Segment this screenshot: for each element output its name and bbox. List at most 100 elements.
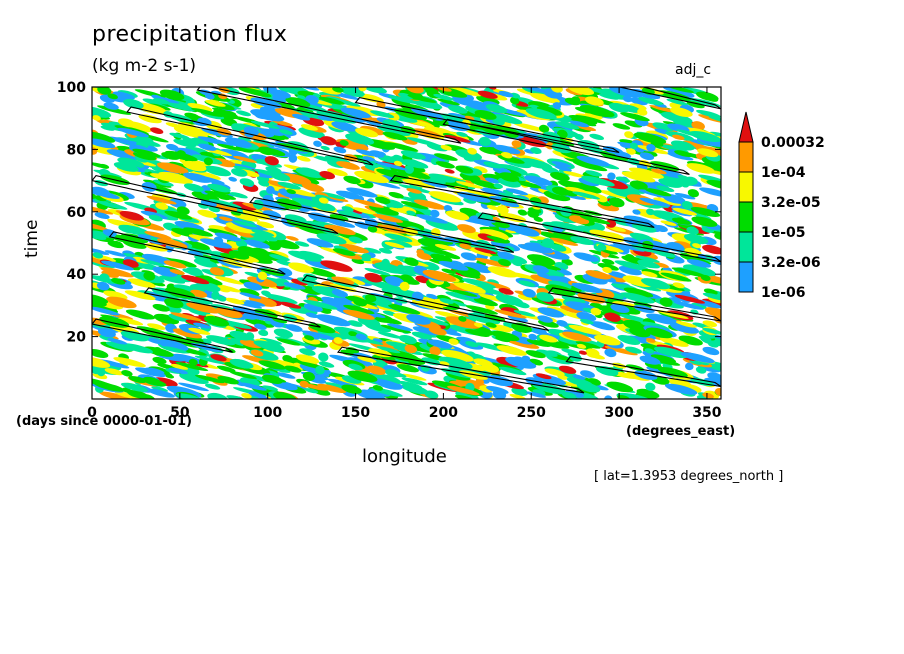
field-patch [500, 152, 513, 159]
field-patch [181, 275, 210, 285]
field-patch [97, 87, 112, 95]
field-patch [128, 375, 147, 384]
field-patch [371, 281, 403, 292]
field-patch [273, 328, 293, 339]
field-patch [401, 377, 428, 386]
field-patch [585, 96, 604, 106]
field-patch [479, 228, 509, 241]
field-patch [283, 87, 298, 93]
field-patch [348, 236, 363, 244]
field-patch [672, 282, 685, 289]
contour-line-11 [565, 356, 721, 388]
contour-line-4 [196, 87, 462, 144]
field-patch [477, 90, 498, 99]
field-patch [470, 179, 502, 190]
field-patch [367, 388, 391, 397]
field-patch [92, 193, 97, 199]
field-patch [117, 317, 144, 326]
field-patch [402, 373, 427, 381]
field-patch [143, 376, 161, 384]
field-patch [682, 264, 716, 277]
field-patch [474, 322, 483, 328]
field-patch [585, 170, 603, 177]
field-patch [619, 314, 650, 323]
field-patch [440, 144, 452, 151]
field-patch [637, 108, 648, 116]
field-patch [127, 278, 156, 288]
field-patch [331, 121, 358, 132]
field-patch [107, 338, 128, 345]
field-patch [406, 314, 431, 325]
field-patch [422, 269, 457, 282]
field-patch [317, 87, 342, 95]
field-patch [121, 233, 149, 244]
field-patch [261, 374, 283, 384]
field-patch [604, 312, 621, 322]
field-patch [168, 313, 191, 322]
field-patch [696, 109, 721, 118]
field-patch [562, 331, 592, 342]
field-patch [554, 165, 572, 172]
field-patch [106, 149, 141, 161]
field-patch [671, 267, 707, 278]
field-patch [528, 333, 538, 341]
field-patch [696, 91, 719, 102]
field-patch [706, 179, 721, 190]
field-patch [99, 273, 110, 282]
field-patch [572, 374, 586, 380]
field-patch [551, 161, 572, 168]
field-patch [428, 173, 456, 183]
field-patch [233, 220, 258, 228]
field-patch [524, 242, 554, 254]
field-patch [474, 109, 497, 120]
field-patch [598, 93, 619, 100]
field-patch [216, 194, 231, 201]
field-patch [298, 306, 318, 315]
field-patch [341, 375, 362, 384]
field-patch [576, 312, 597, 322]
field-patch [393, 160, 403, 167]
field-patch [526, 339, 551, 347]
field-patch [645, 327, 673, 339]
field-patch [312, 155, 336, 163]
field-patch [601, 258, 615, 265]
field-patch [364, 322, 392, 333]
field-patch [221, 378, 240, 384]
field-patch [458, 315, 467, 322]
field-patch [628, 167, 664, 179]
field-patch [639, 355, 661, 365]
field-patch [685, 362, 694, 371]
field-patch [163, 260, 187, 269]
field-patch [387, 323, 413, 331]
field-patch [199, 238, 233, 249]
x-tick-label-350: 350 [692, 405, 721, 421]
field-patch [303, 299, 338, 310]
field-patch [117, 127, 149, 138]
field-patch [333, 146, 347, 154]
field-patch [646, 313, 679, 325]
field-patch [215, 307, 243, 319]
field-patch [248, 391, 283, 399]
field-patch [697, 148, 719, 158]
field-patch [497, 251, 515, 260]
field-patch [438, 356, 473, 369]
field-patch [575, 341, 601, 349]
field-patch [654, 250, 676, 258]
field-patch [236, 110, 251, 117]
field-patch [629, 97, 648, 106]
field-patch [413, 199, 447, 210]
field-patch [539, 334, 558, 343]
field-patch [274, 372, 296, 379]
field-patch [381, 288, 398, 295]
field-patch [231, 168, 248, 177]
field-patch [267, 241, 281, 251]
field-patch [238, 382, 267, 391]
field-patch [245, 318, 275, 328]
field-patch [620, 292, 655, 304]
field-patch [544, 368, 565, 377]
field-patch [530, 93, 560, 104]
field-patch [625, 346, 642, 354]
field-patch [120, 382, 149, 392]
field-patch [397, 220, 425, 229]
field-patch [588, 87, 613, 95]
